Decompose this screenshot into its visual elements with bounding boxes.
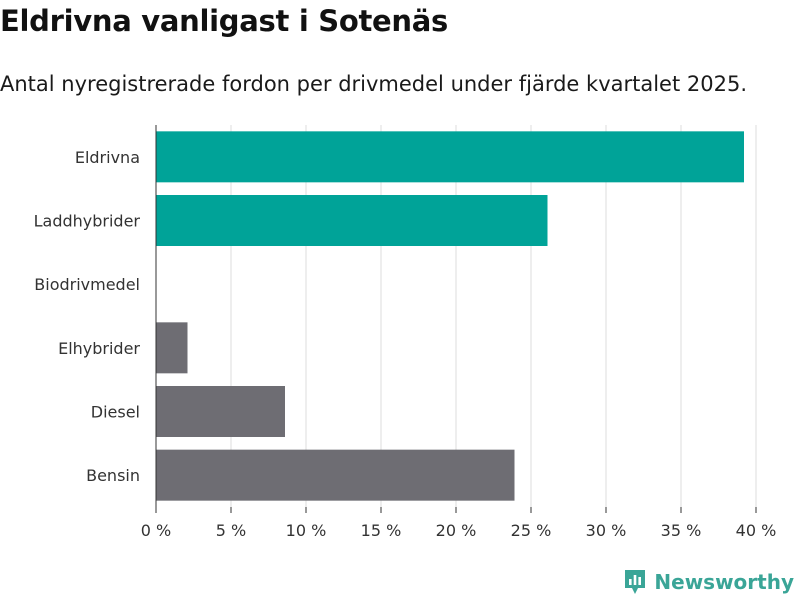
chart-subtitle: Antal nyregistrerade fordon per drivmede… xyxy=(0,72,748,96)
x-tick-label: 40 % xyxy=(736,521,777,540)
bar-laddhybrider xyxy=(156,195,548,246)
x-tick-label: 0 % xyxy=(141,521,171,540)
x-tick-label: 25 % xyxy=(511,521,552,540)
brand-name: Newsworthy xyxy=(654,570,794,594)
bar-eldrivna xyxy=(156,131,744,183)
category-label: Biodrivmedel xyxy=(34,275,140,294)
x-tick-label: 10 % xyxy=(286,521,327,540)
x-tick-label: 30 % xyxy=(586,521,627,540)
category-label: Bensin xyxy=(86,466,140,485)
x-tick-label: 20 % xyxy=(436,521,477,540)
x-tick-label: 15 % xyxy=(361,521,402,540)
bar-bensin xyxy=(156,449,515,501)
bar-diesel xyxy=(156,386,285,437)
category-label: Eldrivna xyxy=(75,148,140,167)
category-label: Elhybrider xyxy=(58,339,140,358)
chart-title: Eldrivna vanligast i Sotenäs xyxy=(0,4,448,38)
newsworthy-logo-icon xyxy=(625,570,646,594)
x-tick-label: 35 % xyxy=(661,521,702,540)
brand-logo: Newsworthy xyxy=(623,568,794,596)
category-label: Diesel xyxy=(91,403,140,422)
category-label: Laddhybrider xyxy=(34,212,141,231)
x-tick-label: 5 % xyxy=(216,521,246,540)
bar-elhybrider xyxy=(156,322,188,374)
